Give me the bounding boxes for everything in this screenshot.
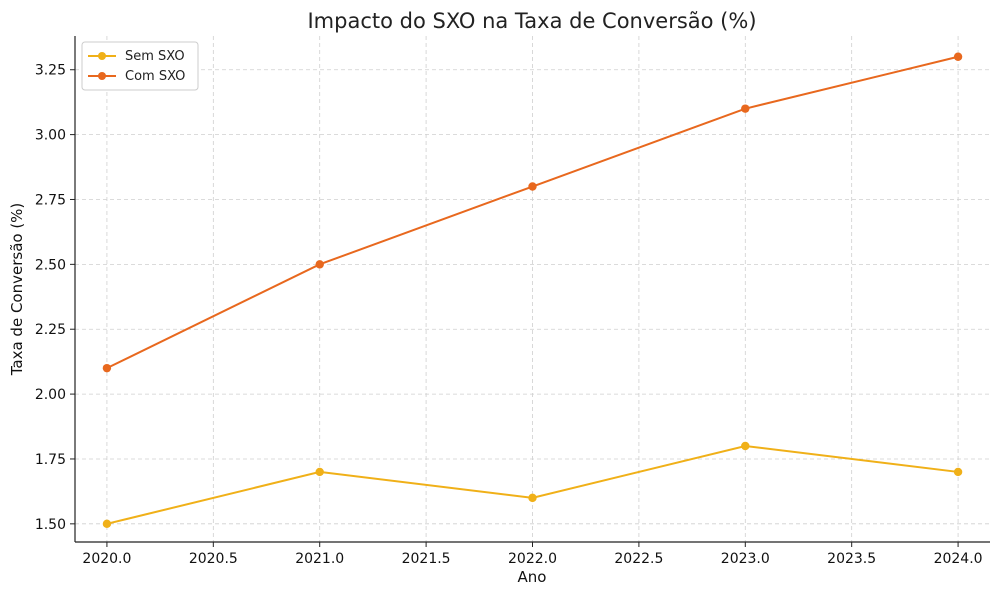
x-tick-label: 2023.0	[721, 551, 770, 567]
x-tick-label: 2020.5	[189, 551, 238, 567]
y-tick-label: 3.25	[35, 63, 66, 79]
axes	[70, 36, 990, 547]
y-tick-label: 1.75	[35, 452, 66, 468]
data-point-sem-sxo	[528, 493, 537, 503]
data-point-sem-sxo	[741, 441, 750, 451]
data-point-com-sxo	[741, 104, 750, 113]
grid	[75, 36, 990, 542]
data-point-sem-sxo	[102, 519, 112, 529]
data-point-com-sxo	[528, 182, 537, 191]
series-layer	[102, 52, 963, 529]
x-tick-label: 2020.0	[82, 551, 131, 567]
chart-title: Impacto do SXO na Taxa de Conversão (%)	[307, 9, 756, 33]
x-tick-label: 2022.5	[614, 551, 663, 567]
x-tick-label: 2023.5	[827, 551, 876, 567]
data-point-com-sxo	[102, 363, 112, 373]
y-tick-label: 2.00	[35, 387, 66, 403]
y-tick-label: 3.00	[35, 128, 66, 144]
data-point-sem-sxo	[315, 467, 324, 477]
data-point-com-sxo	[953, 52, 963, 61]
legend-marker-com-sxo	[98, 72, 106, 80]
legend-marker-sem-sxo	[98, 52, 106, 60]
legend-box	[81, 41, 199, 91]
legend-label-sem-sxo: Sem SXO	[125, 49, 185, 64]
x-tick-label: 2021.0	[295, 551, 344, 567]
x-axis-label: Ano	[518, 568, 547, 586]
legend-label-com-sxo: Com SXO	[125, 69, 185, 84]
y-axis-label: Taxa de Conversão (%)	[8, 203, 26, 377]
legend-item-com-sxo: Com SXO	[88, 69, 185, 84]
data-point-com-sxo	[315, 260, 324, 269]
y-tick-label: 2.75	[35, 192, 66, 208]
y-tick-label: 2.25	[35, 322, 66, 338]
data-point-sem-sxo	[953, 467, 963, 477]
tick-labels: 2020.0 2020.5 2021.0 2021.5 2022.0 2022.5 2023…	[35, 63, 983, 567]
x-tick-label: 2022.0	[508, 551, 557, 567]
x-tick-label: 2024.0	[934, 551, 983, 567]
x-tick-label: 2021.5	[402, 551, 451, 567]
legend: Sem SXO Com SXO	[81, 41, 199, 91]
legend-item-sem-sxo: Sem SXO	[88, 49, 185, 64]
y-tick-label: 1.50	[35, 517, 66, 533]
y-tick-label: 2.50	[35, 257, 66, 273]
